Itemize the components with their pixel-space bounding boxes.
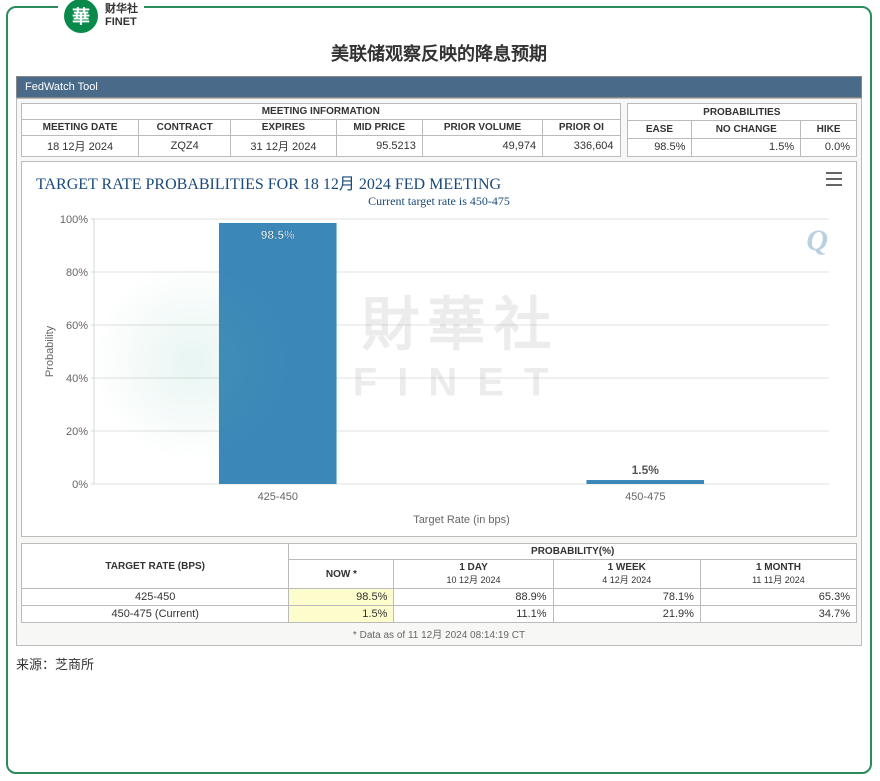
svg-text:450-475: 450-475 <box>625 491 665 503</box>
pt-rlabel-1: 450-475 (Current) <box>22 606 289 623</box>
pt-col-1: 1 DAY10 12月 2024 <box>394 560 553 589</box>
mi-h-4: PRIOR VOLUME <box>422 120 542 136</box>
mi-h-2: EXPIRES <box>231 120 336 136</box>
pi-c-2: 0.0% <box>801 138 857 156</box>
source-line: 来源：芝商所 <box>16 654 862 673</box>
pt-rowhead: TARGET RATE (BPS) <box>22 544 289 589</box>
pi-c-1: 1.5% <box>692 138 801 156</box>
mi-h-3: MID PRICE <box>336 120 422 136</box>
brand-en: FINET <box>105 16 138 29</box>
page-frame: 華 财华社 FINET 美联储观察反映的降息预期 FedWatch Tool M… <box>6 6 872 774</box>
mi-h-5: PRIOR OI <box>543 120 620 136</box>
mi-c-3: 95.5213 <box>336 136 422 157</box>
pt-col-3: 1 MONTH11 11月 2024 <box>700 560 856 589</box>
meeting-info-head: MEETING INFORMATION <box>22 104 621 120</box>
pt-cell-0-3: 65.3% <box>700 589 856 606</box>
svg-text:100%: 100% <box>60 214 88 226</box>
svg-text:40%: 40% <box>66 373 88 385</box>
pt-cell-0-2: 78.1% <box>553 589 700 606</box>
chart-subtitle: Current target rate is 450-475 <box>36 194 842 209</box>
svg-text:0%: 0% <box>72 479 88 491</box>
svg-text:1.5%: 1.5% <box>632 463 660 477</box>
pt-cell-1-3: 34.7% <box>700 606 856 623</box>
svg-text:80%: 80% <box>66 267 88 279</box>
pt-section: PROBABILITY(%) <box>289 544 857 560</box>
pt-col-0: NOW * <box>289 560 394 589</box>
q-watermark-icon: Q <box>806 224 828 258</box>
chart-title: TARGET RATE PROBABILITIES FOR 18 12月 202… <box>36 170 842 194</box>
svg-text:20%: 20% <box>66 426 88 438</box>
brand-cn: 财华社 <box>105 3 138 16</box>
pt-cell-0-0: 98.5% <box>289 589 394 606</box>
mi-h-1: CONTRACT <box>139 120 231 136</box>
logo-text: 财华社 FINET <box>105 3 138 29</box>
meeting-info-table: MEETING INFORMATION MEETING DATE CONTRAC… <box>21 103 621 157</box>
pt-cell-1-2: 21.9% <box>553 606 700 623</box>
pt-rlabel-0: 425-450 <box>22 589 289 606</box>
info-row: MEETING INFORMATION MEETING DATE CONTRAC… <box>21 103 857 157</box>
prob-info-head: PROBABILITIES <box>627 104 856 121</box>
prob-table-wrap: TARGET RATE (BPS)PROBABILITY(%)NOW *1 DA… <box>21 543 857 641</box>
data-note: * Data as of 11 12月 2024 08:14:19 CT <box>21 626 857 641</box>
svg-text:Probability: Probability <box>44 325 56 377</box>
mi-c-2: 31 12月 2024 <box>231 136 336 157</box>
pi-h-0: EASE <box>627 121 692 138</box>
page-title: 美联储观察反映的降息预期 <box>16 40 862 66</box>
fedwatch-toolbar: FedWatch Tool <box>16 76 862 98</box>
mi-c-1: ZQZ4 <box>139 136 231 157</box>
pt-cell-0-1: 88.9% <box>394 589 553 606</box>
hamburger-icon[interactable] <box>826 172 842 186</box>
mi-c-0: 18 12月 2024 <box>22 136 139 157</box>
probability-table: TARGET RATE (BPS)PROBABILITY(%)NOW *1 DA… <box>21 543 857 623</box>
svg-text:Target Rate (in bps): Target Rate (in bps) <box>413 514 510 526</box>
pi-h-1: NO CHANGE <box>692 121 801 138</box>
bar-chart: 0% 20% 40% 60% 80% 100% 98.5% 425-450 1.5% 450-47… <box>36 209 842 529</box>
chart-box: TARGET RATE PROBABILITIES FOR 18 12月 202… <box>21 161 857 537</box>
svg-text:60%: 60% <box>66 320 88 332</box>
svg-text:425-450: 425-450 <box>258 491 298 503</box>
mi-c-4: 49,974 <box>422 136 542 157</box>
mi-h-0: MEETING DATE <box>22 120 139 136</box>
pt-cell-1-1: 11.1% <box>394 606 553 623</box>
pt-cell-1-0: 1.5% <box>289 606 394 623</box>
pt-col-2: 1 WEEK4 12月 2024 <box>553 560 700 589</box>
pi-c-0: 98.5% <box>627 138 692 156</box>
pi-h-2: HIKE <box>801 121 857 138</box>
svg-text:98.5%: 98.5% <box>261 228 295 242</box>
brand-logo: 華 财华社 FINET <box>58 0 144 33</box>
mi-c-5: 336,604 <box>543 136 620 157</box>
logo-mark-icon: 華 <box>64 0 98 33</box>
prob-info-table: PROBABILITIES EASE NO CHANGE HIKE 98.5% … <box>627 103 857 157</box>
main-panel: MEETING INFORMATION MEETING DATE CONTRAC… <box>16 98 862 646</box>
